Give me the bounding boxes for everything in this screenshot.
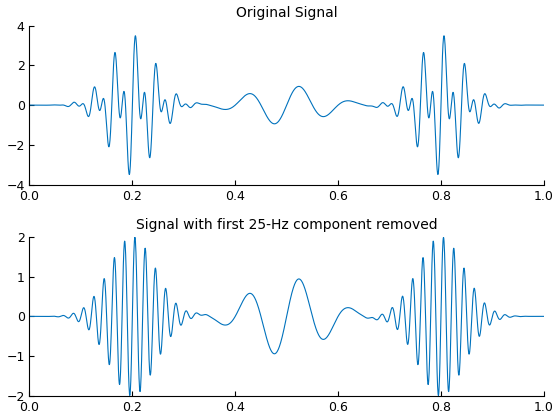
Title: Signal with first 25-Hz component removed: Signal with first 25-Hz component remove… bbox=[136, 218, 437, 231]
Title: Original Signal: Original Signal bbox=[236, 6, 338, 20]
